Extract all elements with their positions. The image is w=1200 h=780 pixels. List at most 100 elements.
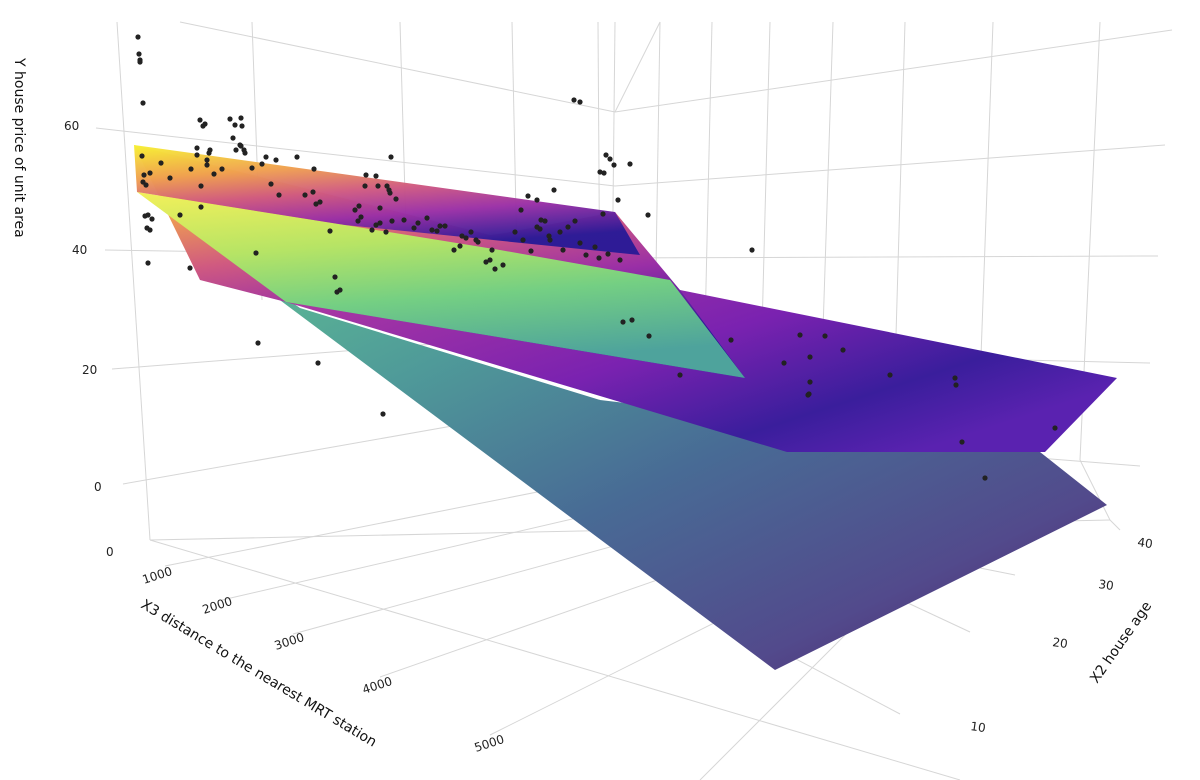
scatter-point: [645, 212, 651, 218]
scatter-point: [646, 333, 652, 339]
z-tick-label: 20: [82, 363, 97, 377]
scatter-point: [551, 187, 557, 193]
scatter-point: [332, 274, 338, 280]
x-tick-label: 4000: [361, 674, 394, 697]
scatter-point: [147, 227, 153, 233]
scatter-point: [500, 262, 506, 268]
scatter-point: [255, 340, 261, 346]
scatter-point: [442, 223, 448, 229]
scatter-point: [577, 240, 583, 246]
scatter-point: [603, 152, 609, 158]
scatter-point: [232, 122, 238, 128]
scatter-point: [437, 223, 443, 229]
scatter-point: [198, 204, 204, 210]
scatter-point: [194, 152, 200, 158]
scatter-point: [317, 199, 323, 205]
scatter-point: [197, 117, 203, 123]
scatter-point: [542, 218, 548, 224]
scatter-point: [429, 227, 435, 233]
scatter-point: [512, 229, 518, 235]
scatter-point: [388, 154, 394, 160]
scatter-point: [520, 237, 526, 243]
scatter-point: [167, 175, 173, 181]
scatter-point: [377, 205, 383, 211]
scatter-point: [537, 226, 543, 232]
scatter-point: [492, 266, 498, 272]
z-axis-ticks: 60 40 20 0 0: [64, 119, 114, 559]
scatter-point: [959, 439, 965, 445]
scatter-point: [572, 218, 578, 224]
x-axis-ticks: 1000 2000 3000 4000 5000: [141, 564, 506, 755]
scatter-point: [355, 218, 361, 224]
scatter-point: [356, 203, 362, 209]
scatter-point: [202, 121, 208, 127]
scatter-point: [546, 233, 552, 239]
scatter-point: [953, 382, 959, 388]
scatter-point: [389, 218, 395, 224]
scatter-point: [273, 157, 279, 163]
y-tick-label: 30: [1098, 577, 1115, 593]
scatter-point: [136, 51, 142, 57]
scatter-point: [557, 229, 563, 235]
scatter-point: [145, 212, 151, 218]
scatter-point: [489, 247, 495, 253]
scatter-point: [483, 259, 489, 265]
y-axis-ticks: 40 30 20 10: [970, 535, 1154, 735]
scatter-point: [424, 215, 430, 221]
scatter-point: [147, 170, 153, 176]
scatter-point: [565, 224, 571, 230]
scatter-point: [583, 252, 589, 258]
scatter-point: [241, 147, 247, 153]
scatter-point: [538, 217, 544, 223]
scatter-point: [627, 161, 633, 167]
scatter-point: [352, 207, 358, 213]
scatter-point: [238, 115, 244, 121]
scatter-point: [149, 216, 155, 222]
scatter-point: [380, 411, 386, 417]
scatter-point: [233, 147, 239, 153]
scatter-point: [577, 99, 583, 105]
scatter-point: [518, 207, 524, 213]
scatter-point: [313, 201, 319, 207]
scatter-point: [139, 153, 145, 159]
z-tick-label: 60: [64, 119, 79, 133]
scatter-point: [434, 228, 440, 234]
y-tick-label: 10: [970, 719, 987, 735]
z-tick-label: 0: [94, 480, 102, 494]
scatter-point: [384, 183, 390, 189]
scatter-point: [194, 145, 200, 151]
scatter-point: [468, 229, 474, 235]
scatter-point: [560, 247, 566, 253]
scatter-point: [728, 337, 734, 343]
scatter-point: [571, 97, 577, 103]
y-axis-title: X2 house age: [1087, 599, 1155, 687]
y-tick-label: 40: [1137, 535, 1154, 551]
scatter-point: [393, 196, 399, 202]
scatter-point: [327, 228, 333, 234]
scatter-point: [211, 171, 217, 177]
scatter-point: [617, 257, 623, 263]
scatter-point: [840, 347, 846, 353]
scatter-point: [547, 237, 553, 243]
scatter-point: [601, 170, 607, 176]
scatter-point: [457, 243, 463, 249]
scatter-point: [463, 235, 469, 241]
x-tick-label: 1000: [141, 564, 174, 587]
scatter-points: [135, 34, 1058, 481]
scatter-point: [137, 59, 143, 65]
scatter-point: [487, 257, 493, 263]
scatter-point: [227, 116, 233, 122]
scatter-point: [315, 360, 321, 366]
y-tick-label: 20: [1052, 635, 1069, 651]
scatter-point: [187, 265, 193, 271]
scatter-point: [822, 333, 828, 339]
scatter-point: [268, 181, 274, 187]
x-tick-label: 3000: [273, 630, 306, 653]
scatter-point: [383, 229, 389, 235]
scatter-point: [596, 255, 602, 261]
scatter-point: [239, 123, 245, 129]
scatter-point: [249, 165, 255, 171]
scatter-point: [375, 183, 381, 189]
scatter-point: [259, 161, 265, 167]
